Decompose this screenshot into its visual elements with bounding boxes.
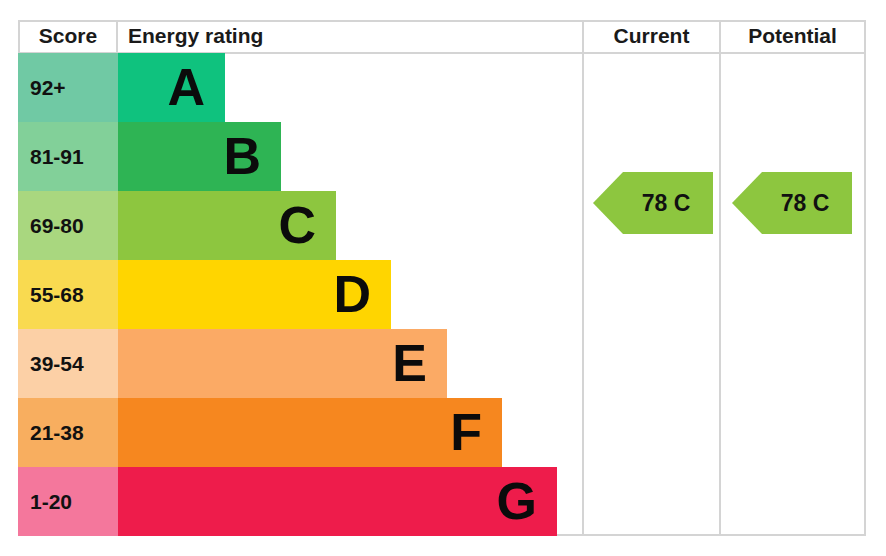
- column-header-current: Current: [584, 22, 719, 52]
- score-range-f: 21-38: [18, 398, 118, 467]
- band-bar-e: E: [118, 329, 447, 398]
- current-rating-label: 78 C: [619, 172, 713, 234]
- column-header-potential: Potential: [721, 22, 864, 52]
- band-bar-g: G: [118, 467, 557, 536]
- score-range-e: 39-54: [18, 329, 118, 398]
- band-letter-g: G: [497, 472, 537, 530]
- band-letter-e: E: [392, 334, 427, 392]
- band-letter-f: F: [450, 403, 482, 461]
- column-header-energy-rating: Energy rating: [128, 22, 263, 52]
- potential-rating-arrow: 78 C: [732, 172, 852, 234]
- band-letter-c: C: [278, 196, 316, 254]
- band-letter-a: A: [167, 58, 205, 116]
- band-bar-c: C: [118, 191, 336, 260]
- band-letter-b: B: [223, 127, 261, 185]
- score-range-c: 69-80: [18, 191, 118, 260]
- band-bar-f: F: [118, 398, 502, 467]
- score-range-a: 92+: [18, 53, 118, 122]
- epc-rating-chart: Score Energy rating Current Potential 92…: [0, 0, 886, 556]
- score-range-g: 1-20: [18, 467, 118, 536]
- band-bar-d: D: [118, 260, 391, 329]
- score-range-d: 55-68: [18, 260, 118, 329]
- potential-column-divider: [719, 20, 721, 536]
- band-letter-d: D: [333, 265, 371, 323]
- table-right-border: [864, 20, 866, 536]
- band-bar-b: B: [118, 122, 281, 191]
- score-range-b: 81-91: [18, 122, 118, 191]
- potential-rating-label: 78 C: [758, 172, 852, 234]
- band-bar-a: A: [118, 53, 225, 122]
- current-column-divider: [582, 20, 584, 536]
- current-rating-arrow: 78 C: [593, 172, 713, 234]
- column-header-score: Score: [18, 22, 118, 52]
